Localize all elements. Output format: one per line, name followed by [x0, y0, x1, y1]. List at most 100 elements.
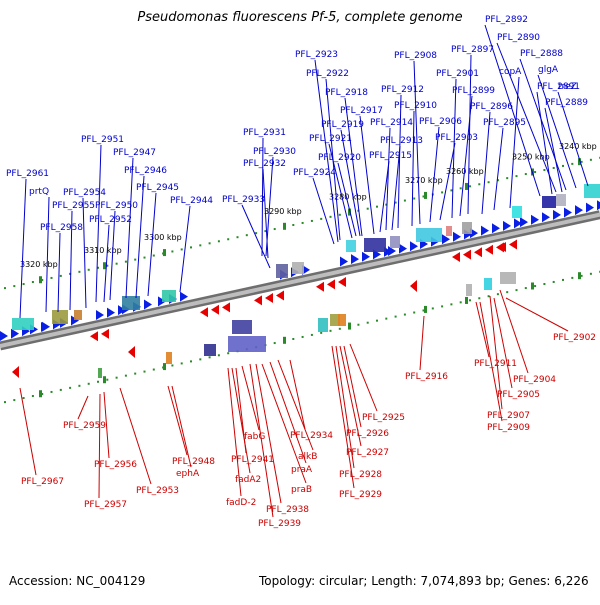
scale-tick-label: 3300 kbp — [144, 233, 182, 242]
forward-gene-arrow — [11, 328, 19, 339]
tick-dot — [320, 217, 323, 220]
forward-gene-leader — [359, 115, 375, 235]
scale-tick-label: 3280 kbp — [329, 193, 367, 202]
reverse-gene-label: PFL_2953 — [136, 486, 179, 496]
tick-dot — [580, 274, 583, 277]
forward-gene-leader — [429, 126, 440, 223]
tick-dot — [487, 295, 490, 298]
tick-dot — [366, 321, 369, 324]
major-tick — [103, 262, 106, 270]
reverse-gene-label: PFL_2967 — [21, 477, 64, 487]
tick-dot — [190, 246, 192, 249]
feature-block — [390, 236, 400, 248]
tick-dot — [376, 205, 378, 208]
reverse-gene-label: PFL_2956 — [94, 460, 137, 470]
reverse-gene-leader — [335, 345, 355, 469]
forward-gene-label: PFL_2946 — [124, 166, 167, 176]
forward-gene-label: prtQ — [29, 187, 49, 197]
major-tick — [283, 222, 286, 230]
forward-gene-leader — [95, 144, 102, 303]
forward-gene-arrow — [520, 217, 528, 228]
forward-gene-label: PFL_2897 — [451, 45, 494, 55]
forward-gene-label: PFL_2952 — [89, 215, 132, 225]
feature-block — [556, 194, 566, 206]
tick-dot — [264, 230, 267, 233]
reverse-gene-arrow — [276, 290, 284, 301]
tick-dot — [87, 382, 90, 385]
reverse-gene-arrow — [327, 279, 335, 290]
tick-dot — [459, 301, 462, 304]
reverse-gene-label: PFL_2941 — [231, 455, 274, 465]
forward-gene-leader — [481, 111, 491, 215]
tick-dot — [515, 175, 518, 178]
feature-block — [446, 226, 452, 236]
tick-dot — [217, 354, 220, 357]
reverse-gene-label: fadA2 — [235, 475, 261, 485]
tick-dot — [106, 264, 109, 267]
forward-gene-leader — [328, 143, 353, 239]
feature-layer — [0, 184, 600, 378]
tick-dot — [478, 297, 481, 300]
forward-gene-label: PFL_2932 — [243, 159, 286, 169]
reverse-gene-leader — [227, 367, 242, 497]
reverse-gene-leader — [479, 301, 503, 422]
tick-dot — [543, 282, 546, 285]
tick-dot — [50, 390, 53, 393]
reverse-gene-label: fabG — [244, 432, 265, 442]
forward-gene-label: PFL_2888 — [520, 49, 563, 59]
reverse-gene-leader — [119, 387, 152, 485]
feature-block — [74, 310, 82, 320]
forward-gene-leader — [467, 54, 472, 215]
major-tick — [163, 363, 166, 371]
major-tick — [424, 191, 427, 199]
forward-gene-label: copA — [499, 67, 522, 77]
forward-gene-leader — [413, 60, 421, 225]
tick-dot — [478, 183, 481, 186]
tick-dot — [4, 401, 6, 404]
tick-dot — [301, 335, 304, 338]
major-tick — [424, 305, 427, 313]
tick-dot — [13, 399, 16, 402]
tick-dot — [562, 278, 564, 281]
tick-dot — [413, 197, 416, 200]
reverse-gene-leader — [419, 315, 425, 371]
tick-dot — [208, 242, 211, 245]
scale-tick-label: 3250 kbp — [512, 152, 550, 161]
tick-dot — [292, 337, 295, 340]
forward-gene-leader — [493, 127, 504, 211]
accession-text: Accession: NC_004129 — [9, 574, 146, 588]
feature-block — [162, 290, 176, 302]
reverse-gene-arrow — [410, 280, 417, 292]
forward-gene-arrow — [42, 321, 50, 332]
forward-gene-label: PFL_2892 — [485, 15, 528, 25]
reverse-gene-arrow — [90, 331, 98, 342]
feature-block — [12, 318, 34, 330]
major-tick — [348, 322, 351, 330]
genome-summary-text: Topology: circular; Length: 7,074,893 bp… — [259, 574, 589, 588]
reverse-gene-arrow — [316, 281, 324, 292]
forward-gene-arrow — [340, 256, 348, 267]
tick-dot — [534, 171, 537, 174]
forward-gene-leader — [241, 204, 271, 269]
tick-dot — [496, 293, 499, 296]
forward-gene-leader — [411, 110, 415, 227]
forward-gene-label: PFL_2918 — [325, 88, 368, 98]
tick-dot — [59, 388, 62, 391]
tick-dot — [190, 360, 192, 363]
forward-gene-arrow — [388, 246, 396, 257]
forward-gene-label: PFL_2906 — [419, 117, 462, 127]
label-layer: PFL_2961 prtQ PFL_2958 PFL_2955 PFL_2954 PFL_… — [6, 15, 596, 529]
tick-dot — [534, 285, 537, 288]
tick-dot — [199, 358, 202, 361]
reverse-gene-leader — [493, 297, 513, 389]
forward-gene-label: PFL_2899 — [452, 86, 495, 96]
forward-gene-label: PFL_2958 — [40, 223, 83, 233]
tick-dot — [552, 166, 555, 169]
forward-gene-leader — [496, 42, 557, 193]
tick-dot — [422, 195, 425, 198]
forward-gene-label: PFL_2944 — [170, 196, 213, 206]
reverse-gene-leader — [235, 367, 247, 454]
reverse-gene-label: PFL_2904 — [513, 375, 556, 385]
forward-gene-arrow — [575, 205, 583, 216]
